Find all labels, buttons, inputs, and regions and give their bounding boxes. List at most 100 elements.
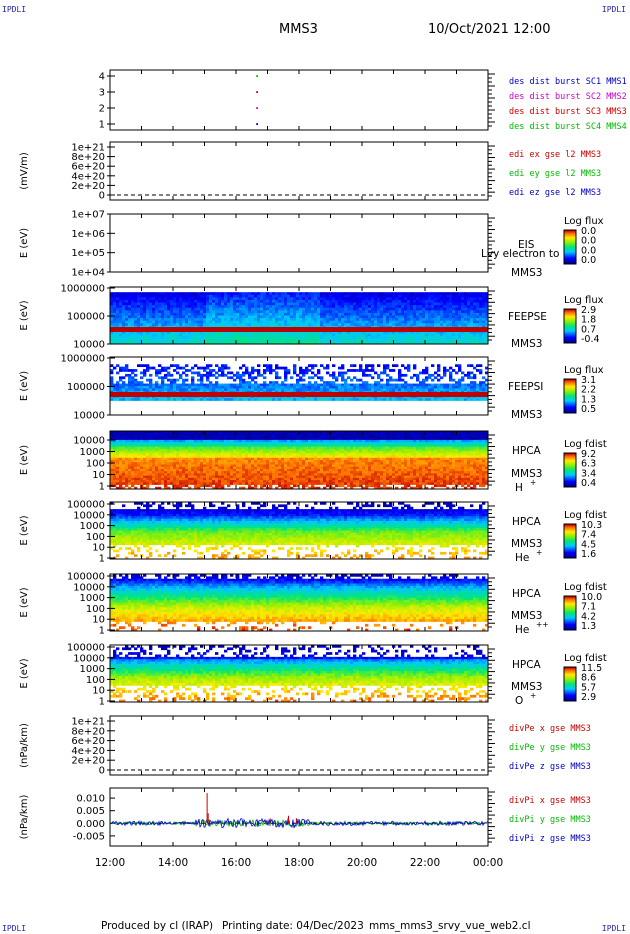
spectrogram-cell (428, 376, 432, 380)
spectrogram-cell (209, 333, 213, 337)
spectrogram-cell (356, 320, 360, 324)
spectrogram-cell (422, 386, 426, 389)
spectrogram-cell (389, 323, 393, 327)
spectrogram-cell (185, 297, 189, 301)
spectrogram-cell (146, 451, 150, 454)
spectrogram-cell (455, 331, 459, 334)
y-tick-label: 1e+05 (71, 248, 105, 259)
spectrogram-cell (143, 457, 147, 461)
spectrogram-cell (221, 338, 225, 342)
spectrogram-cell (455, 364, 459, 368)
spectrogram-cell (122, 431, 126, 434)
spectrogram-cell (401, 383, 405, 387)
spectrogram-cell (479, 315, 483, 319)
spectrogram-cell (284, 310, 288, 314)
spectrogram-cell (179, 376, 183, 380)
spectrogram-cell (413, 305, 417, 309)
spectrogram-cell (263, 294, 267, 298)
spectrogram-cell (371, 294, 375, 298)
spectrogram-cell (173, 444, 177, 447)
spectrogram-cell (389, 331, 393, 334)
spectrogram-cell (458, 307, 462, 311)
spectrogram-cell (248, 320, 252, 324)
spectrogram-cell (269, 395, 273, 399)
spectrogram-cell (188, 439, 192, 443)
spectrogram-cell (266, 307, 270, 311)
spectrogram-cell (350, 388, 354, 392)
spectrogram-cell (128, 442, 132, 445)
spectrogram-cell (236, 373, 240, 377)
spectrogram-cell (116, 388, 120, 392)
spectrogram-cell (125, 323, 129, 327)
spectrogram-cell (347, 398, 351, 401)
y-axis-label: (mV/m) (19, 152, 30, 190)
spectrogram-cell (449, 371, 453, 375)
spectrogram-cell (275, 336, 279, 340)
spectrogram-cell (263, 395, 267, 399)
spectrogram-cell (236, 395, 240, 399)
spectrogram-cell (158, 464, 162, 468)
spectrogram-cell (164, 448, 168, 452)
spectrogram-cell (140, 482, 144, 485)
spectrogram-cell (134, 305, 138, 309)
spectrogram-cell (269, 292, 273, 296)
spectrogram-cell (377, 381, 381, 384)
spectrogram-cell (392, 307, 396, 311)
spectrogram-cell (131, 468, 135, 472)
spectrogram-cell (230, 320, 234, 324)
spectrogram-cell (188, 302, 192, 306)
spectrogram-cell (113, 482, 117, 485)
spectrogram-cell (437, 292, 441, 296)
spectrogram-cell (266, 297, 270, 301)
spectrogram-cell (428, 336, 432, 340)
spectrogram-cell (263, 302, 267, 306)
spectrogram-cell (410, 388, 414, 392)
spectrogram-cell (173, 364, 177, 368)
spectrogram-cell (392, 378, 396, 382)
spectrogram-cell (236, 320, 240, 324)
spectrogram-cell (401, 315, 405, 319)
spectrogram-cell (266, 292, 270, 296)
spectrogram-cell (143, 486, 147, 490)
spectrogram-cell (401, 373, 405, 377)
spectrogram-cell (332, 388, 336, 392)
spectrogram-cell (473, 307, 477, 311)
spectrogram-cell (257, 333, 261, 337)
spectrogram-cell (155, 475, 159, 479)
spectrogram-cell (311, 312, 315, 316)
spectrogram-cell (143, 435, 147, 439)
spectrogram-cell (155, 388, 159, 392)
spectrogram-cell (341, 310, 345, 314)
spectrogram-cell (458, 388, 462, 392)
colorbar-cell (564, 261, 576, 263)
spectrogram-cell (239, 315, 243, 319)
spectrogram-cell (290, 341, 294, 345)
spectrogram-cell (389, 336, 393, 340)
spectrogram-cell (125, 292, 129, 296)
spectrogram-cell (332, 371, 336, 375)
spectrogram-cell (161, 369, 165, 372)
spectrogram-cell (350, 312, 354, 316)
spectrogram-cell (152, 448, 156, 452)
spectrogram-cell (329, 336, 333, 340)
spectrogram-cell (308, 312, 312, 316)
spectrogram-cell (332, 315, 336, 319)
spectrogram-cell (332, 299, 336, 303)
spectrogram-cell (188, 315, 192, 319)
spectrogram-cell (230, 383, 234, 387)
spectrogram-cell (224, 398, 228, 401)
spectrogram-cell (152, 468, 156, 472)
spectrogram-cell (467, 376, 471, 380)
spectrogram-cell (182, 366, 186, 370)
spectrogram-cell (440, 320, 444, 324)
spectrogram-cell (365, 333, 369, 337)
spectrogram-cell (476, 305, 480, 309)
spectrogram-cell (242, 336, 246, 340)
spectrogram-cell (248, 386, 252, 389)
spectrogram-cell (221, 371, 225, 375)
spectrogram-cell (203, 320, 207, 324)
spectrogram-cell (434, 386, 438, 389)
spectrogram-cell (110, 460, 114, 463)
spectrogram-cell (140, 299, 144, 303)
spectrogram-cell (194, 453, 198, 456)
